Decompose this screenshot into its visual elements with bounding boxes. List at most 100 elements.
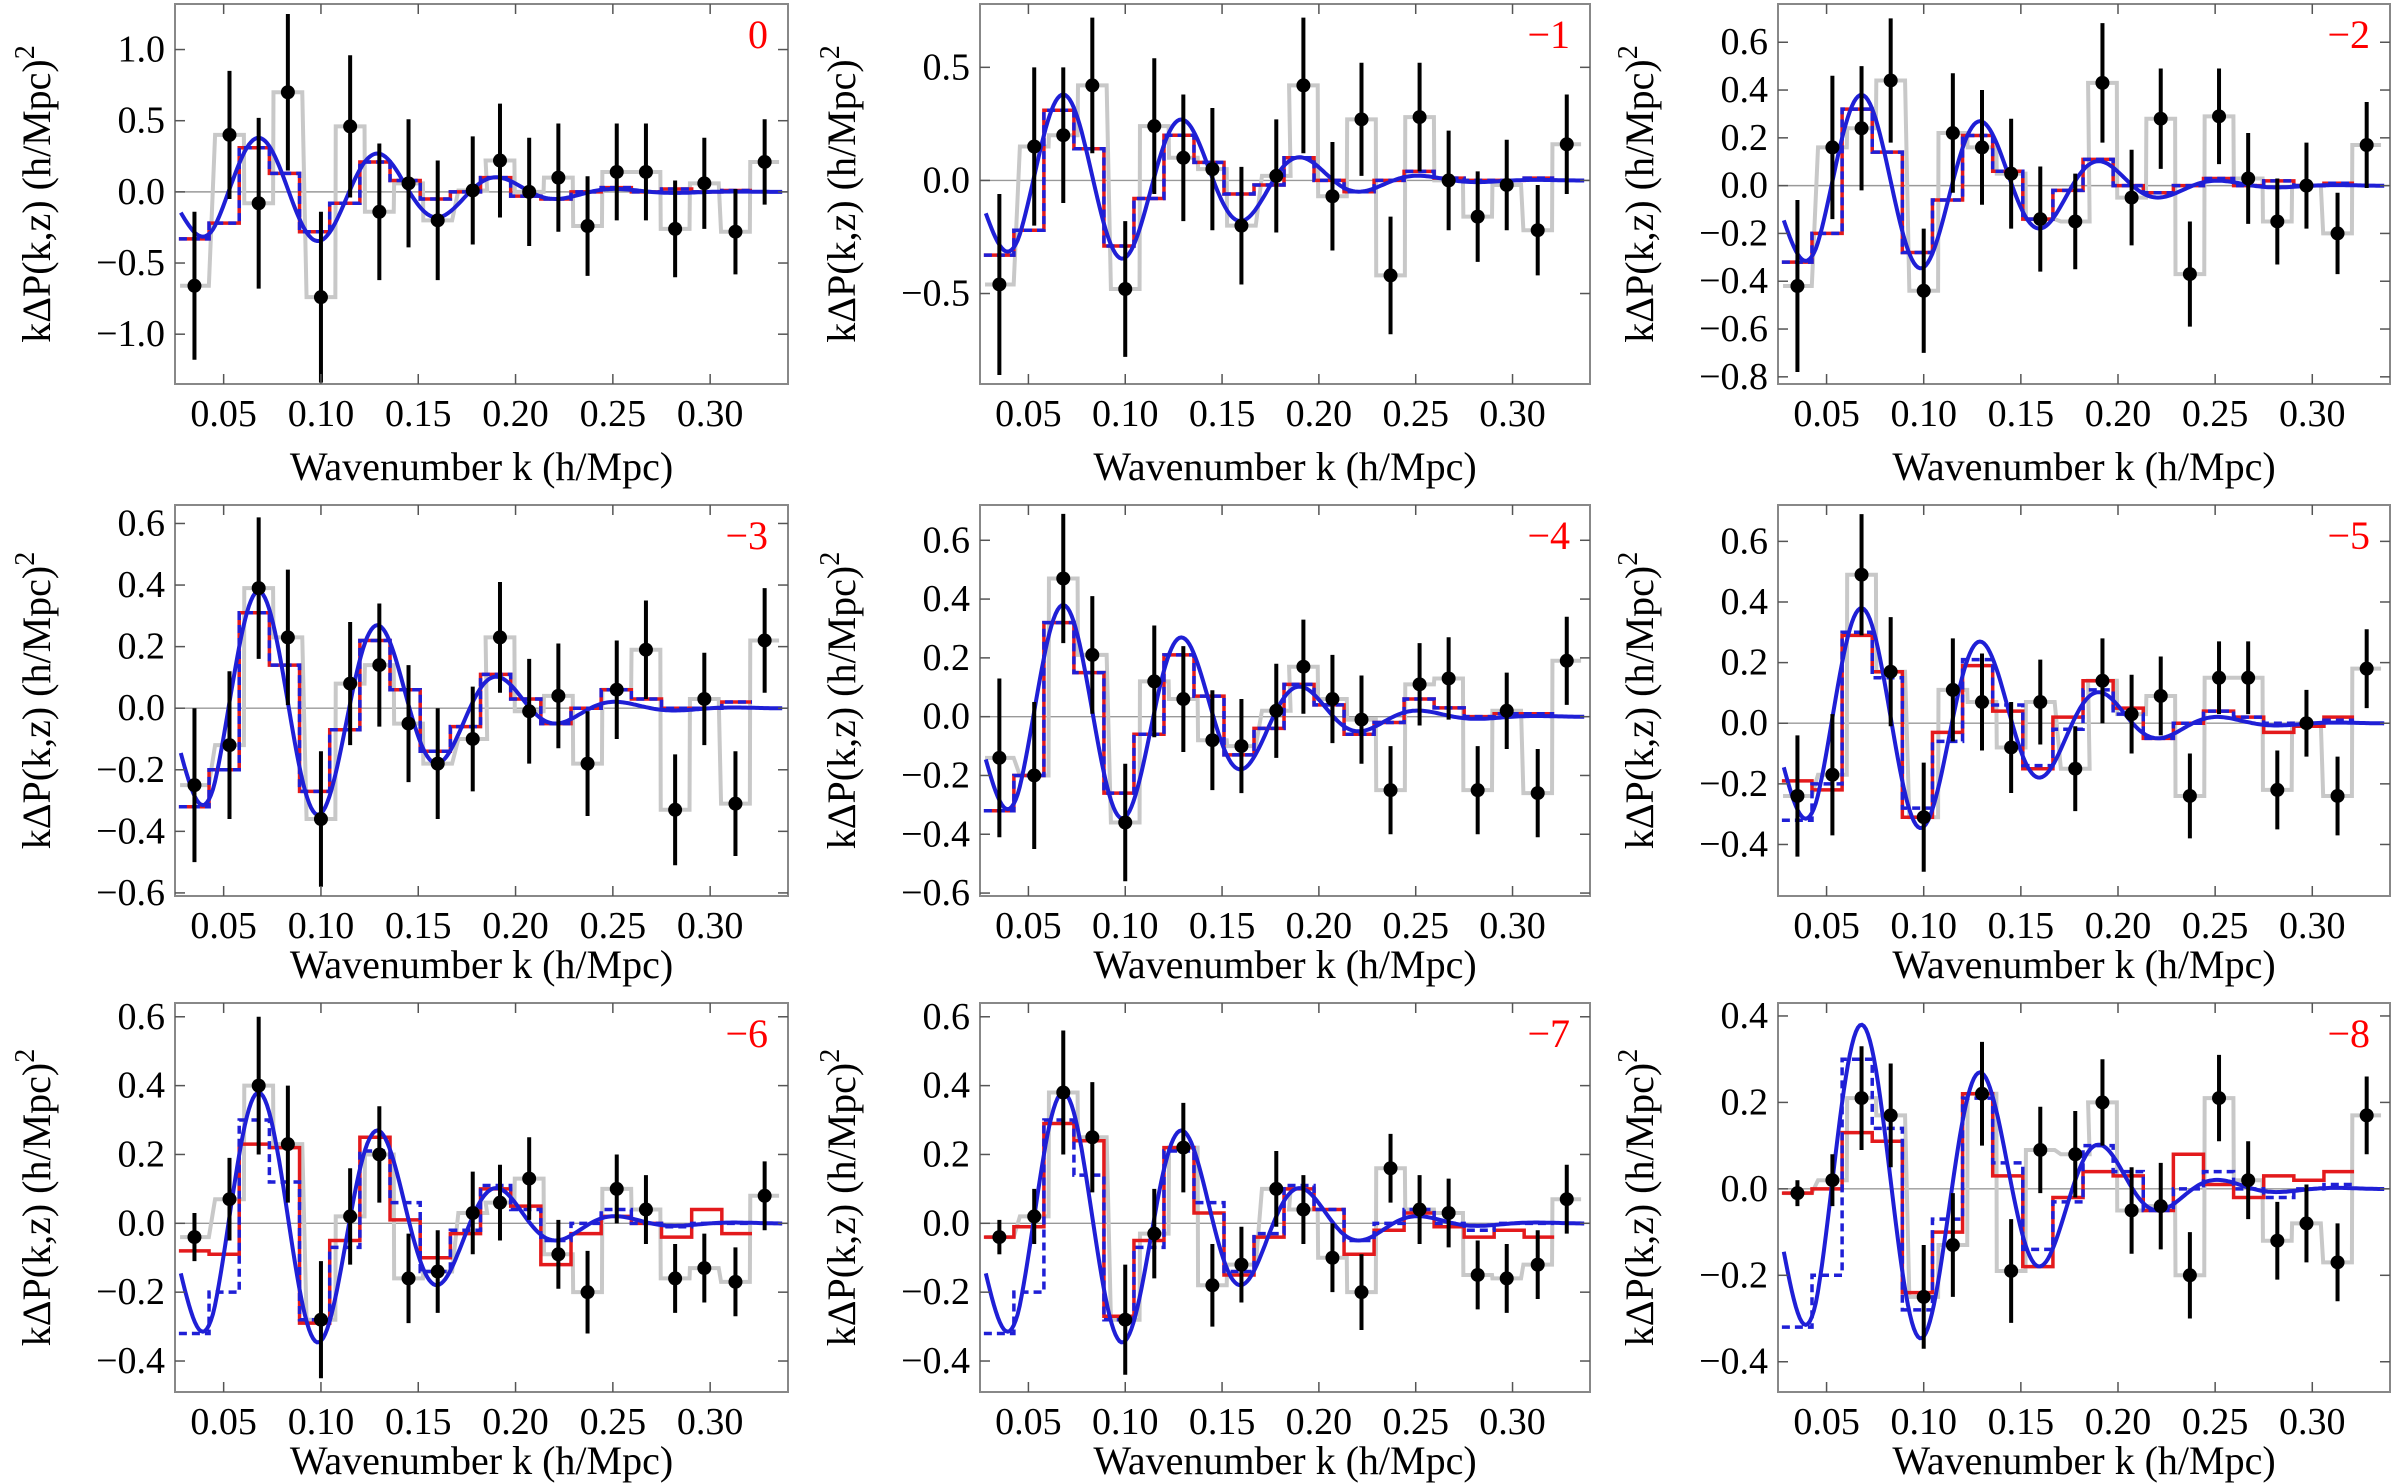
x-tick-label: 0.05: [1793, 905, 1860, 947]
data-marker: [2033, 695, 2048, 710]
data-point: [1975, 653, 1989, 751]
x-tick-label: 0.20: [2085, 1401, 2152, 1443]
data-marker: [1325, 692, 1340, 707]
data-marker: [1176, 150, 1191, 165]
x-tick-label: 0.25: [580, 393, 647, 435]
x-tick-label: 0.05: [190, 393, 257, 435]
x-axis-title: Wavenumber k (h/Mpc): [1093, 942, 1476, 987]
panel-tag: −7: [1527, 1011, 1570, 1056]
binned-model-blue-dashed: [178, 145, 752, 241]
y-axis-title-text: kΔP(k,z) (h/Mpc): [1617, 566, 1662, 849]
plot-area: [175, 13, 788, 383]
y-axis-title-exponent: 2: [815, 552, 846, 566]
data-marker: [2153, 111, 2168, 126]
data-point: [1296, 1175, 1311, 1244]
data-marker: [313, 812, 328, 827]
data-marker: [992, 1230, 1007, 1245]
y-tick-label: −0.4: [96, 1340, 165, 1382]
x-axis-title: Wavenumber k (h/Mpc): [290, 1438, 673, 1483]
data-point: [2359, 1076, 2374, 1155]
data-marker: [2330, 788, 2345, 803]
data-marker: [2299, 178, 2314, 193]
data-marker: [1441, 1205, 1456, 1220]
data-marker: [372, 658, 387, 673]
y-axis-title-exponent: 2: [815, 1049, 846, 1063]
y-axis-title-exponent: 2: [10, 1049, 41, 1063]
x-tick-label: 0.30: [1479, 1401, 1546, 1443]
plot-area: [175, 1016, 788, 1379]
data-point: [1441, 637, 1456, 720]
data-point: [522, 658, 537, 764]
data-point: [313, 751, 328, 887]
data-marker: [372, 204, 387, 219]
data-point: [728, 751, 743, 856]
x-axis-title: Wavenumber k (h/Mpc): [1892, 942, 2275, 987]
data-marker: [313, 1312, 328, 1327]
data-marker: [2068, 214, 2083, 229]
y-tick-label: 0.4: [923, 578, 971, 620]
data-marker: [1205, 733, 1220, 748]
data-point: [1499, 1243, 1514, 1313]
data-point: [1441, 130, 1456, 231]
data-point: [2124, 674, 2139, 754]
data-marker: [1470, 783, 1485, 798]
data-point: [1176, 1102, 1191, 1193]
x-tick-label: 0.25: [580, 905, 647, 947]
data-point: [1499, 139, 1514, 231]
binned-model-blue-dashed: [178, 1118, 752, 1336]
y-tick-label: −0.2: [96, 1271, 165, 1313]
y-axis-title: kΔP(k,z) (h/Mpc)2: [1613, 1049, 1662, 1346]
data-point: [580, 711, 595, 816]
data-marker: [187, 1230, 202, 1245]
binned-model-blue-dashed: [983, 620, 1555, 813]
data-marker: [1085, 1130, 1100, 1145]
data-point: [2182, 221, 2197, 327]
data-point: [280, 13, 295, 171]
data-point: [465, 686, 480, 792]
data-point: [313, 211, 328, 383]
y-tick-label: −0.2: [1699, 763, 1768, 805]
data-point: [1530, 749, 1545, 838]
data-marker: [2299, 1216, 2314, 1231]
data-marker: [2004, 1263, 2019, 1278]
data-marker: [401, 176, 416, 191]
data-point: [1825, 714, 1840, 836]
data-point: [492, 103, 507, 218]
x-tick-label: 0.15: [1189, 905, 1256, 947]
x-tick-label: 0.15: [1988, 1401, 2055, 1443]
data-marker: [492, 1195, 507, 1210]
data-point: [1559, 616, 1574, 705]
data-point: [1296, 619, 1311, 714]
data-marker: [1975, 140, 1989, 155]
data-marker: [187, 778, 202, 793]
data-marker: [992, 277, 1007, 292]
data-marker: [401, 1271, 416, 1286]
x-tick-label: 0.15: [1988, 393, 2055, 435]
data-point: [1205, 1243, 1220, 1327]
data-marker: [1056, 1085, 1071, 1100]
data-marker: [343, 119, 358, 134]
x-tick-label: 0.30: [1479, 905, 1546, 947]
y-tick-label: 0.6: [923, 519, 971, 561]
data-point: [609, 123, 624, 221]
data-marker: [1205, 1278, 1220, 1293]
y-tick-label: 0.2: [1721, 1081, 1769, 1123]
data-marker: [728, 224, 743, 239]
x-tick-label: 0.20: [1286, 393, 1353, 435]
smooth-model-curve: [179, 135, 783, 243]
data-marker: [222, 738, 237, 753]
data-marker: [1269, 703, 1284, 718]
y-axis-title-text: kΔP(k,z) (h/Mpc): [14, 566, 59, 849]
data-marker: [1234, 739, 1249, 754]
data-marker: [1559, 1192, 1574, 1207]
data-point: [1176, 646, 1191, 752]
panel-tag: −2: [2327, 12, 2370, 57]
data-marker: [1441, 173, 1456, 188]
plot-area: [1778, 18, 2390, 373]
data-marker: [1854, 1091, 1869, 1106]
y-axis-title-exponent: 2: [1613, 1049, 1644, 1063]
y-tick-label: −0.5: [96, 242, 165, 284]
data-marker: [522, 184, 537, 199]
data-marker: [697, 691, 712, 706]
data-marker: [465, 183, 480, 198]
